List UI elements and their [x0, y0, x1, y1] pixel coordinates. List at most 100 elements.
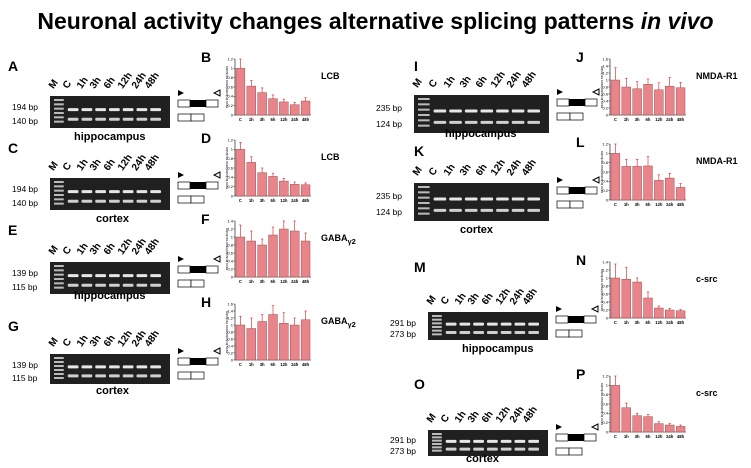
- y-tick-label: 0.4: [602, 299, 608, 304]
- lane-label: M: [410, 164, 425, 178]
- lane-label: 6h: [101, 241, 118, 257]
- lane-label: 3h: [457, 74, 474, 90]
- y-tick-label: 0.6: [602, 291, 608, 296]
- lane-label: C: [426, 77, 440, 90]
- x-tick-label: 3h: [260, 198, 265, 203]
- forward-primer-icon: [557, 89, 563, 95]
- bar: [268, 234, 278, 278]
- lane-label: 6h: [101, 333, 118, 349]
- exon-box: [177, 279, 192, 288]
- reverse-primer-icon: [212, 347, 221, 355]
- y-tick-label: 0.6: [602, 169, 608, 174]
- lane-label: M: [46, 77, 61, 91]
- lane-label: 1h: [442, 74, 458, 90]
- forward-primer-icon: [178, 90, 184, 96]
- lane-label: C: [60, 244, 74, 257]
- gene-name: NMDA-R1: [696, 156, 738, 166]
- upper-band: [527, 197, 540, 201]
- exon-box: [190, 195, 205, 204]
- lane-label: 6h: [473, 162, 490, 178]
- upper-band: [473, 322, 484, 326]
- y-tick-label: 0.2: [602, 188, 608, 193]
- y-tick-label: 0.2: [227, 266, 233, 271]
- forward-primer-icon: [178, 172, 184, 178]
- ladder-band: [54, 286, 64, 289]
- y-tick-label: 1.4: [602, 259, 608, 264]
- lower-band: [464, 208, 478, 212]
- ladder-band: [418, 103, 430, 106]
- ladder-band: [54, 265, 64, 267]
- bar: [675, 310, 686, 319]
- bp-label-bottom: 124 bp: [376, 118, 402, 129]
- forward-primer-icon: [556, 424, 562, 430]
- gel-background: [50, 262, 170, 294]
- lower-band: [487, 331, 498, 335]
- upper-band: [136, 365, 148, 369]
- bar: [610, 277, 621, 319]
- gene-label: LCB: [321, 152, 340, 162]
- lower-band: [459, 447, 471, 451]
- y-tick-label: 1: [231, 147, 234, 152]
- bp-label-bottom: 140 bp: [12, 115, 38, 126]
- exon-box: [177, 195, 192, 204]
- upper-band: [459, 322, 471, 326]
- gel-image: [414, 95, 549, 133]
- lane-label: M: [424, 293, 439, 307]
- tissue-label: cortex: [96, 213, 130, 225]
- y-tick-label: 0.4: [602, 411, 608, 416]
- ladder-band: [418, 212, 430, 215]
- x-tick-label: C: [239, 198, 242, 203]
- x-tick-label: 1h: [624, 202, 629, 207]
- y-axis-label: exon inclusion/exon exclusion: [600, 269, 604, 311]
- reverse-primer-icon: [212, 89, 221, 97]
- alternative-exon-box: [568, 316, 584, 323]
- y-axis-label: exon inclusion/exon exclusion: [225, 147, 229, 189]
- y-tick-label: 1.2: [227, 56, 233, 61]
- lower-band: [136, 199, 148, 203]
- upper-band: [136, 190, 148, 194]
- exon-box: [177, 181, 191, 190]
- exon-diagram: [555, 423, 599, 456]
- exon-diagram: [555, 305, 599, 338]
- x-tick-label: 48h: [677, 320, 685, 325]
- lower-band: [496, 120, 509, 124]
- y-tick-label: 0.2: [227, 184, 233, 189]
- gel-image: [50, 354, 170, 384]
- upper-band: [500, 322, 512, 326]
- figure-title: Neuronal activity changes alternative sp…: [37, 8, 714, 34]
- tissue-label: hippocampus: [74, 131, 146, 143]
- bar: [654, 307, 664, 319]
- lane-label: M: [424, 411, 439, 425]
- ladder-band: [54, 103, 64, 106]
- gene-label: c-src: [696, 388, 718, 398]
- upper-band: [514, 322, 526, 326]
- exon-box: [555, 329, 570, 338]
- ladder-band: [54, 278, 64, 280]
- ladder-band: [432, 322, 442, 325]
- alternative-exon-box: [190, 182, 206, 189]
- panel-letter-I: I: [414, 58, 418, 74]
- lane-label: C: [60, 160, 74, 173]
- bar: [235, 236, 246, 278]
- bp-label-top: 291 bp: [390, 435, 416, 446]
- lower-band: [109, 117, 120, 121]
- ladder-band: [418, 98, 430, 100]
- bar: [632, 415, 642, 433]
- lower-band: [122, 374, 134, 378]
- panel-letter-M: M: [414, 259, 426, 275]
- lane-label: 48h: [520, 157, 540, 178]
- panel-letter-J: J: [576, 49, 584, 65]
- lower-band: [511, 120, 525, 124]
- x-tick-label: 1h: [249, 362, 254, 367]
- upper-band: [487, 439, 498, 443]
- ladder-band: [418, 186, 430, 188]
- y-tick-label: 1.2: [602, 70, 608, 75]
- upper-band: [511, 197, 525, 201]
- bp-label-bottom: 124 bp: [376, 206, 402, 217]
- bp-label-bottom: 140 bp: [12, 197, 38, 208]
- gene-label: GABAγ2: [321, 316, 356, 329]
- lane-label: 6h: [473, 74, 490, 90]
- bar: [290, 104, 300, 116]
- x-tick-label: C: [239, 117, 242, 122]
- forward-primer-icon: [178, 348, 184, 354]
